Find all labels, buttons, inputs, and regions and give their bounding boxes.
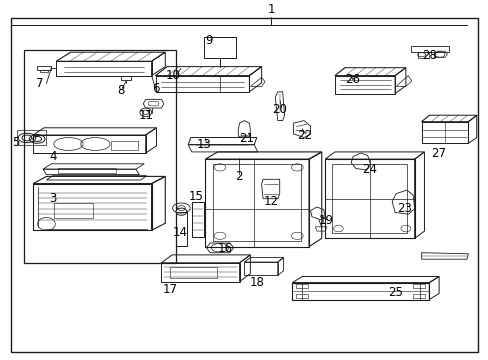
Text: 3: 3 xyxy=(49,192,57,204)
Text: 26: 26 xyxy=(345,73,360,86)
Text: 23: 23 xyxy=(397,202,411,215)
Bar xyxy=(204,37,236,58)
Ellipse shape xyxy=(176,208,186,215)
Bar xyxy=(295,284,307,288)
Text: 13: 13 xyxy=(197,138,211,150)
Text: 10: 10 xyxy=(166,69,181,82)
Text: 18: 18 xyxy=(249,276,264,289)
Text: 5: 5 xyxy=(12,136,20,149)
Bar xyxy=(295,294,307,298)
Text: 17: 17 xyxy=(163,283,177,296)
Bar xyxy=(412,294,425,298)
Text: 22: 22 xyxy=(296,129,311,141)
Text: 7: 7 xyxy=(36,77,44,90)
Text: 11: 11 xyxy=(138,109,153,122)
Bar xyxy=(412,284,425,288)
Text: 6: 6 xyxy=(151,82,159,95)
Text: 9: 9 xyxy=(205,34,213,47)
Text: 20: 20 xyxy=(272,103,286,116)
Bar xyxy=(54,203,93,218)
Text: 4: 4 xyxy=(49,150,57,163)
Text: 1: 1 xyxy=(267,3,275,15)
Text: 28: 28 xyxy=(421,49,436,62)
Bar xyxy=(24,50,176,263)
Bar xyxy=(170,267,216,278)
Bar xyxy=(331,164,407,233)
Text: 25: 25 xyxy=(387,286,402,299)
Text: 14: 14 xyxy=(172,226,187,239)
Bar xyxy=(58,168,116,173)
Bar xyxy=(111,141,138,150)
Text: 12: 12 xyxy=(264,195,278,208)
Text: 21: 21 xyxy=(239,132,254,145)
Text: 16: 16 xyxy=(217,242,232,255)
Text: 8: 8 xyxy=(117,84,125,97)
Bar xyxy=(17,130,46,145)
Text: 15: 15 xyxy=(189,190,203,203)
Text: 19: 19 xyxy=(319,214,333,227)
Text: 2: 2 xyxy=(234,170,242,183)
Text: 24: 24 xyxy=(361,163,376,176)
Text: 27: 27 xyxy=(431,147,446,159)
Bar xyxy=(212,164,300,241)
